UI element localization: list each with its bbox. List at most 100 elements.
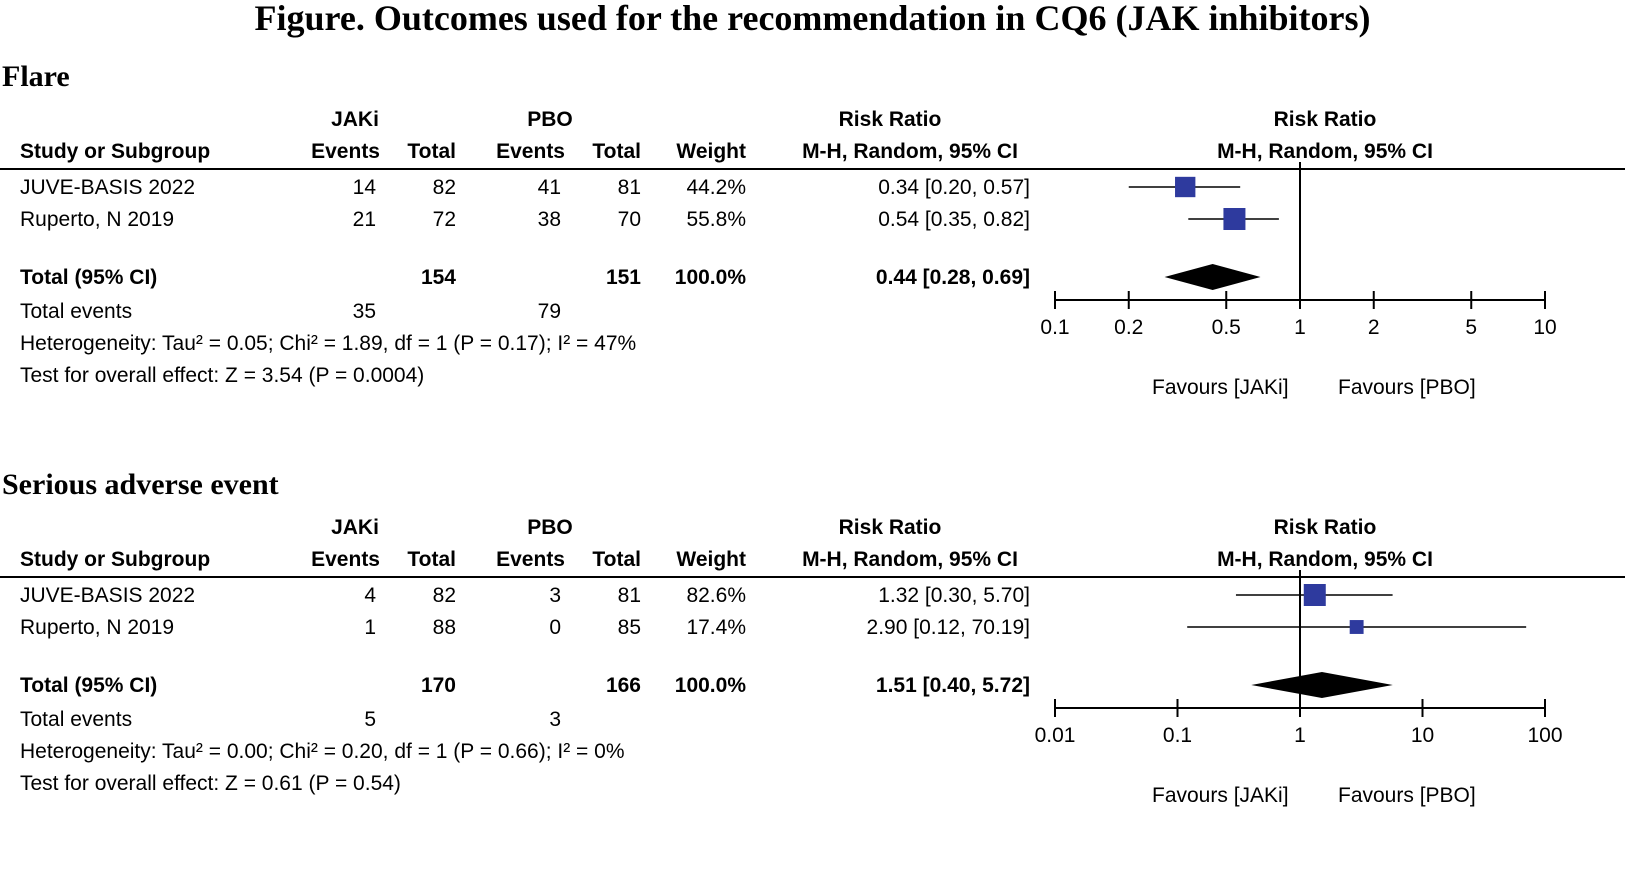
plot-method-header: M-H, Random, 95% CI — [1217, 140, 1433, 163]
study-total1: 82 — [432, 584, 456, 607]
total-events2: 3 — [549, 708, 561, 731]
study-name: JUVE-BASIS 2022 — [20, 176, 196, 199]
method-header: M-H, Random, 95% CI — [802, 548, 1018, 571]
header-rule — [0, 168, 1625, 170]
study-events1: 14 — [352, 176, 376, 199]
study-marker — [1175, 176, 1196, 198]
favours-right-label: Favours [PBO] — [1338, 376, 1476, 399]
total-n2: 166 — [605, 674, 641, 697]
total-label: Total (95% CI) — [20, 674, 158, 697]
study-events1: 4 — [364, 584, 376, 607]
heterogeneity-text: Heterogeneity: Tau² = 0.00; Chi² = 0.20,… — [20, 740, 625, 763]
tick-label: 100 — [1527, 724, 1562, 747]
overall-effect-text: Test for overall effect: Z = 3.54 (P = 0… — [20, 364, 425, 387]
group2-header: PBO — [527, 516, 573, 539]
tick-label: 0.2 — [1114, 316, 1143, 339]
total-events-label: Total events — [20, 300, 133, 323]
total-label: Total (95% CI) — [20, 266, 158, 289]
figure-title: Figure. Outcomes used for the recommenda… — [254, 0, 1371, 38]
forest-plot-serious-adverse-event: 0.01 0.1 1 10 100 — [1035, 570, 1563, 747]
study-marker — [1349, 620, 1364, 634]
method-header: M-H, Random, 95% CI — [802, 140, 1018, 163]
study-weight: 55.8% — [686, 208, 746, 231]
study-total2: 70 — [617, 208, 641, 231]
study-marker — [1303, 584, 1326, 606]
study-total2: 81 — [617, 176, 641, 199]
total-weight: 100.0% — [674, 266, 746, 289]
favours-left-label: Favours [JAKi] — [1152, 376, 1289, 399]
tick-label: 10 — [1411, 724, 1434, 747]
study-total2: 85 — [617, 616, 641, 639]
study-total2: 81 — [617, 584, 641, 607]
plot-header: Risk Ratio — [1273, 516, 1377, 539]
events2-header: Events — [496, 140, 565, 163]
total2-header: Total — [592, 140, 641, 163]
study-ci: 1.32 [0.30, 5.70] — [878, 584, 1030, 607]
events1-header: Events — [311, 140, 380, 163]
group1-header: JAKi — [331, 108, 379, 131]
tick-label: 1 — [1294, 316, 1306, 339]
section-serious-adverse-event: Serious adverse event JAKi PBO Risk Rati… — [0, 470, 1625, 870]
total-events1: 35 — [352, 300, 376, 323]
total-n1: 170 — [420, 674, 456, 697]
study-column-header: Study or Subgroup — [20, 548, 211, 571]
tick-label: 5 — [1465, 316, 1477, 339]
total1-header: Total — [407, 548, 456, 571]
study-ci: 0.34 [0.20, 0.57] — [878, 176, 1030, 199]
total-events1: 5 — [364, 708, 376, 731]
study-column-header: Study or Subgroup — [20, 140, 211, 163]
pooled-diamond — [1164, 264, 1261, 290]
study-events2: 38 — [537, 208, 561, 231]
tick-label: 0.1 — [1040, 316, 1069, 339]
study-name: Ruperto, N 2019 — [20, 616, 175, 639]
study-total1: 72 — [432, 208, 456, 231]
weight-header: Weight — [676, 548, 746, 571]
section-heading: Flare — [2, 60, 70, 93]
total-n2: 151 — [605, 266, 641, 289]
effect-header: Risk Ratio — [838, 516, 942, 539]
tick-label: 0.1 — [1163, 724, 1192, 747]
heterogeneity-text: Heterogeneity: Tau² = 0.05; Chi² = 1.89,… — [20, 332, 637, 355]
tick-label: 0.01 — [1035, 724, 1076, 747]
study-weight: 17.4% — [686, 616, 746, 639]
total2-header: Total — [592, 548, 641, 571]
study-events1: 1 — [364, 616, 376, 639]
plot-method-header: M-H, Random, 95% CI — [1217, 548, 1433, 571]
total-n1: 154 — [420, 266, 456, 289]
total-weight: 100.0% — [674, 674, 746, 697]
study-weight: 44.2% — [686, 176, 746, 199]
section-flare: Flare JAKi PBO Risk Ratio Risk Ratio Stu… — [0, 62, 1625, 462]
study-ci: 0.54 [0.35, 0.82] — [878, 208, 1030, 231]
events1-header: Events — [311, 548, 380, 571]
favours-right-label: Favours [PBO] — [1338, 784, 1476, 807]
total1-header: Total — [407, 140, 456, 163]
study-name: JUVE-BASIS 2022 — [20, 584, 196, 607]
total-events2: 79 — [537, 300, 561, 323]
study-marker — [1223, 208, 1246, 230]
total-events-label: Total events — [20, 708, 133, 731]
study-total1: 88 — [432, 616, 456, 639]
study-events2: 3 — [549, 584, 561, 607]
study-total1: 82 — [432, 176, 456, 199]
events2-header: Events — [496, 548, 565, 571]
forest-plot-flare: 0.1 0.2 0.5 1 2 5 10 — [1040, 162, 1557, 339]
header-rule — [0, 576, 1625, 578]
study-events2: 0 — [549, 616, 561, 639]
overall-effect-text: Test for overall effect: Z = 0.61 (P = 0… — [20, 772, 401, 795]
weight-header: Weight — [676, 140, 746, 163]
favours-left-label: Favours [JAKi] — [1152, 784, 1289, 807]
effect-header: Risk Ratio — [838, 108, 942, 131]
study-events1: 21 — [352, 208, 376, 231]
tick-label: 2 — [1368, 316, 1380, 339]
group2-header: PBO — [527, 108, 573, 131]
pooled-diamond — [1251, 672, 1393, 698]
study-weight: 82.6% — [686, 584, 746, 607]
plot-header: Risk Ratio — [1273, 108, 1377, 131]
total-ci: 1.51 [0.40, 5.72] — [875, 674, 1030, 697]
study-ci: 2.90 [0.12, 70.19] — [866, 616, 1030, 639]
group1-header: JAKi — [331, 516, 379, 539]
total-ci: 0.44 [0.28, 0.69] — [875, 266, 1030, 289]
section-heading: Serious adverse event — [2, 468, 279, 501]
study-events2: 41 — [537, 176, 561, 199]
tick-label: 10 — [1533, 316, 1556, 339]
